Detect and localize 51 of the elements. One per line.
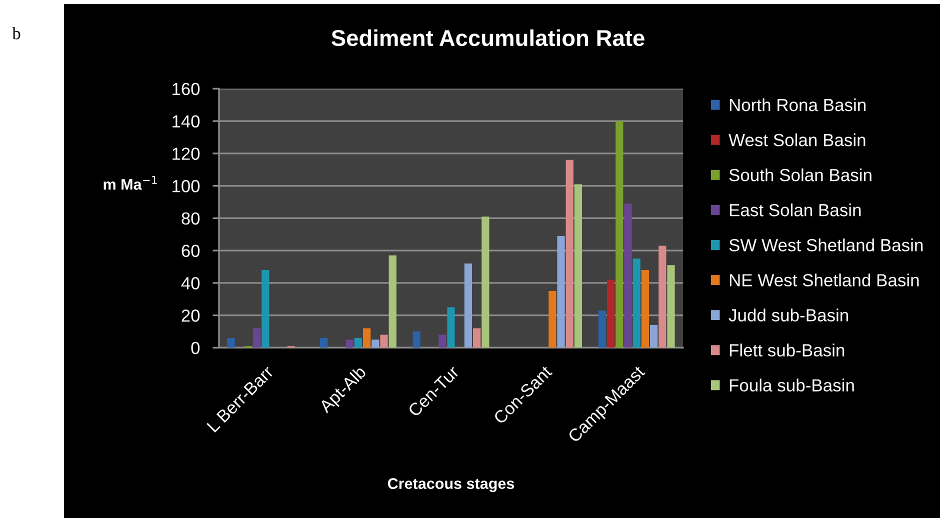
legend-label: North Rona Basin — [730, 98, 866, 112]
legend-label: Foula sub-Basin — [730, 378, 854, 392]
bar — [598, 310, 606, 348]
bar — [650, 325, 658, 348]
bar — [566, 160, 574, 348]
chart-title: Sediment Accumulation Rate — [332, 29, 644, 46]
bar — [641, 270, 650, 348]
bar — [464, 264, 472, 348]
bar — [354, 338, 362, 348]
bar — [252, 328, 261, 348]
y-tick-label: 100 — [172, 180, 200, 192]
x-axis-title: Cretacous stages — [388, 478, 514, 492]
legend-label: East Solan Basin — [730, 203, 861, 216]
y-tick-label: 20 — [182, 309, 200, 322]
bar — [320, 338, 328, 348]
bar — [667, 265, 675, 348]
bar — [482, 216, 490, 348]
legend-label: NE West Shetland Basin — [730, 274, 919, 286]
y-tick-label: 60 — [182, 244, 200, 258]
y-axis-title: m Ma$^{−1}$ — [104, 176, 157, 190]
y-tick-label: 0 — [191, 342, 200, 354]
bar — [372, 340, 380, 348]
bar — [606, 280, 615, 348]
legend-label: West Solan Basin — [728, 133, 866, 146]
bar — [447, 307, 455, 348]
bar — [574, 184, 582, 348]
bar — [632, 258, 640, 348]
legend-label: Judd sub-Basin — [728, 308, 848, 322]
bar — [557, 236, 565, 348]
bar — [363, 328, 371, 348]
bar — [380, 334, 388, 348]
legend-label: South Solan Basin — [729, 168, 872, 182]
legend-label: Flett sub-Basin — [730, 344, 844, 357]
y-tick-label: 160 — [172, 82, 200, 96]
legend-label: SW West Shetland Basin — [729, 238, 923, 252]
bar — [262, 270, 270, 348]
bar — [548, 291, 556, 348]
y-tick-label: 120 — [172, 148, 200, 160]
bar — [388, 255, 396, 348]
bar — [227, 338, 235, 348]
bar — [658, 246, 666, 348]
y-tick-label: 40 — [181, 277, 200, 290]
y-tick-label: 80 — [182, 212, 200, 225]
bar — [616, 121, 624, 348]
bar — [412, 332, 420, 348]
y-tick-label: 140 — [172, 115, 200, 128]
bar — [346, 340, 354, 348]
bar — [438, 334, 446, 348]
bar — [473, 328, 481, 348]
text: b — [12, 27, 20, 40]
bar — [624, 204, 632, 348]
